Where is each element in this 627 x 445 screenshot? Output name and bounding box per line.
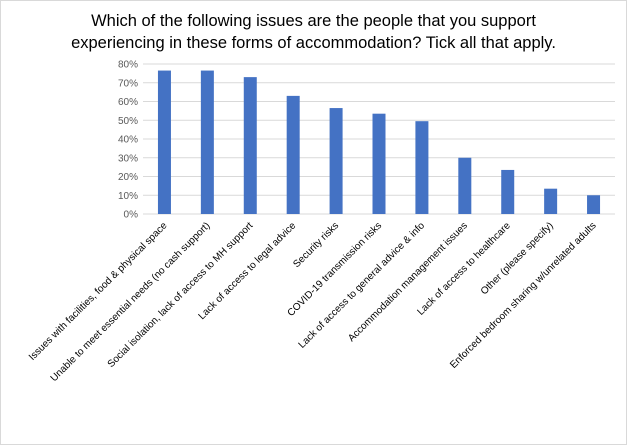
y-tick-label: 0% bbox=[124, 210, 139, 221]
bar bbox=[157, 70, 171, 214]
category-label: Other (please specify) bbox=[479, 220, 556, 297]
bar bbox=[243, 77, 257, 214]
y-tick-label: 30% bbox=[118, 153, 138, 164]
chart-title-line-1: Which of the following issues are the pe… bbox=[91, 12, 536, 30]
category-label: Unable to meet essential needs (no cash … bbox=[49, 220, 213, 384]
bar bbox=[286, 95, 300, 214]
y-tick-label: 60% bbox=[118, 97, 138, 108]
y-tick-label: 80% bbox=[118, 60, 138, 71]
y-tick-label: 70% bbox=[118, 78, 138, 89]
chart-title: Which of the following issues are the pe… bbox=[0, 10, 627, 54]
category-label: Social isolation, lack of access to MH s… bbox=[106, 220, 256, 370]
bar bbox=[415, 121, 429, 214]
y-tick-label: 50% bbox=[118, 116, 138, 127]
y-tick-label: 40% bbox=[118, 135, 138, 146]
bar bbox=[200, 70, 214, 214]
bar bbox=[587, 195, 601, 214]
chart-title-line-2: experiencing in these forms of accommoda… bbox=[71, 34, 556, 52]
bar bbox=[544, 188, 558, 214]
category-label: Enforced bedroom sharing w/unrelated adu… bbox=[448, 220, 598, 370]
bar bbox=[501, 169, 515, 214]
y-tick-label: 20% bbox=[118, 172, 138, 183]
bar bbox=[372, 113, 386, 214]
bar bbox=[458, 157, 472, 214]
bar bbox=[329, 108, 343, 214]
y-tick-label: 10% bbox=[118, 191, 138, 202]
